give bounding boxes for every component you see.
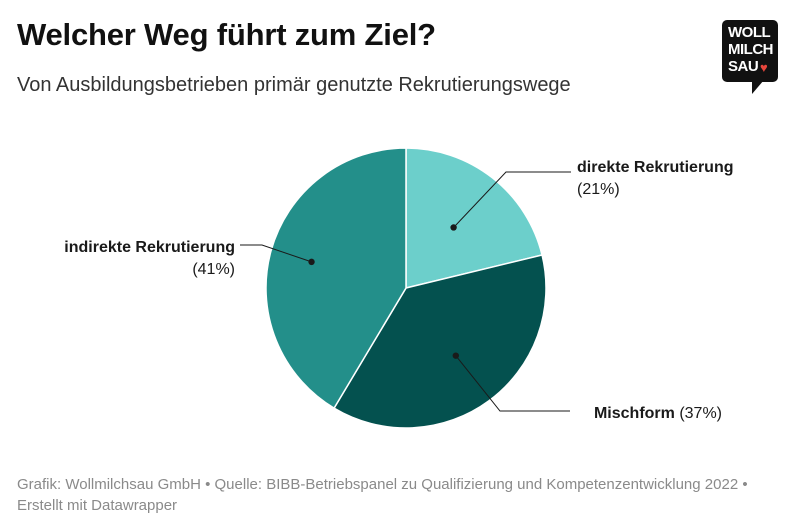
slice-label-group: Mischform (37%) xyxy=(594,405,722,422)
label-leader-line xyxy=(455,355,570,412)
label-anchor-dot xyxy=(452,352,460,359)
chart-title: Welcher Weg führt zum Ziel? xyxy=(17,17,436,52)
label-anchor-dot xyxy=(308,258,315,266)
heart-icon: ♥ xyxy=(760,60,768,75)
brand-logo: WOLL MILCH SAU ♥ xyxy=(722,20,778,94)
label-leader-line xyxy=(240,244,312,263)
logo-line-3: SAU xyxy=(728,58,759,75)
slice-label: direkte Rekrutierung xyxy=(577,159,733,176)
logo-line-1: WOLL xyxy=(728,24,771,41)
pie-slice xyxy=(265,147,407,410)
slice-value-label: (41%) xyxy=(192,261,235,278)
logo-speech-tail xyxy=(752,80,764,94)
slice-value-label: (37%) xyxy=(679,405,722,422)
pie-chart: direkte Rekrutierung (21%) Mischform (37%)… xyxy=(64,147,733,429)
logo-line-2: MILCH xyxy=(728,41,774,58)
slice-label: indirekte Rekrutierung xyxy=(64,239,235,256)
chart-footer: Grafik: Wollmilchsau GmbH • Quelle: BIBB… xyxy=(17,476,748,514)
label-anchor-dot xyxy=(450,224,457,231)
slice-label: Mischform xyxy=(594,405,679,422)
slice-value-label: (21%) xyxy=(577,181,620,198)
pie-slice xyxy=(333,254,547,429)
label-leader-line xyxy=(453,171,571,228)
pie-slice xyxy=(405,147,543,289)
chart-subtitle: Von Ausbildungsbetrieben primär genutzte… xyxy=(17,74,571,96)
logo-box xyxy=(722,20,778,82)
